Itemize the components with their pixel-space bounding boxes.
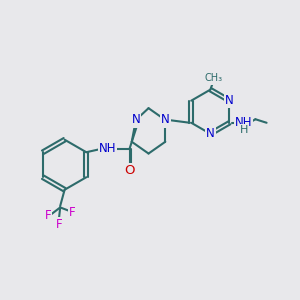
Text: F: F [56,218,62,231]
Text: N: N [131,113,140,127]
Text: NH: NH [235,116,252,129]
Text: O: O [124,164,135,177]
Text: NH: NH [99,142,116,155]
Text: N: N [161,113,170,127]
Text: F: F [69,206,76,219]
Text: H: H [239,125,248,135]
Text: CH₃: CH₃ [205,74,223,83]
Text: F: F [44,209,51,222]
Text: N: N [206,127,215,140]
Text: N: N [225,94,234,107]
